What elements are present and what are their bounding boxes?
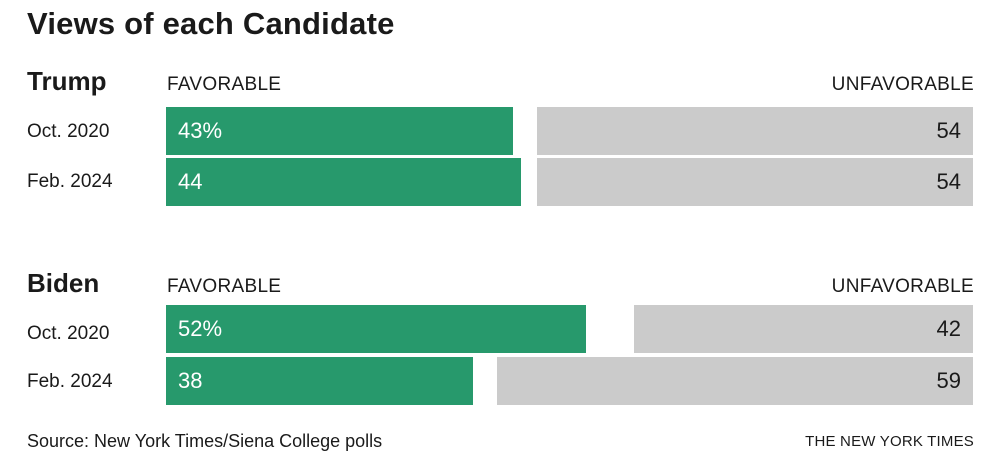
favorable-value-label: 44: [178, 169, 203, 194]
unfavorable-header: UNFAVORABLE: [831, 276, 974, 297]
favorable-header: FAVORABLE: [167, 74, 282, 95]
source-note: Source: New York Times/Siena College pol…: [27, 431, 383, 451]
unfavorable-bar: 54: [537, 158, 973, 206]
unfavorable-header: UNFAVORABLE: [831, 74, 974, 95]
candidate-section-trump: Trump FAVORABLE UNFAVORABLE Oct. 2020 43…: [0, 66, 1000, 206]
row-label: Oct. 2020: [27, 323, 110, 344]
unfavorable-bar: 54: [537, 107, 973, 155]
favorable-value-label: 38: [178, 368, 203, 393]
row-label: Feb. 2024: [27, 171, 113, 192]
favorable-bar: 43%: [166, 107, 513, 155]
candidate-section-biden: Biden FAVORABLE UNFAVORABLE Oct. 2020 52…: [0, 268, 1000, 408]
favorable-bar: 52%: [166, 305, 586, 353]
unfavorable-value-label: 59: [936, 368, 961, 393]
candidate-name: Trump: [27, 66, 107, 96]
row-label: Oct. 2020: [27, 121, 110, 142]
favorable-value-label: 43%: [178, 118, 223, 143]
favorable-bar: 44: [166, 158, 522, 206]
chart-title: Views of each Candidate: [27, 6, 395, 41]
favorable-header: FAVORABLE: [167, 276, 282, 297]
unfavorable-value-label: 54: [936, 118, 961, 143]
unfavorable-value-label: 42: [936, 316, 961, 341]
unfavorable-value-label: 54: [936, 169, 961, 194]
unfavorable-bar: 42: [634, 305, 973, 353]
favorable-bar: 38: [166, 357, 473, 405]
candidate-name: Biden: [27, 268, 100, 298]
unfavorable-bar: 59: [496, 357, 973, 405]
favorable-value-label: 52%: [178, 316, 223, 341]
publisher-credit: THE NEW YORK TIMES: [805, 433, 974, 450]
row-label: Feb. 2024: [27, 371, 113, 392]
